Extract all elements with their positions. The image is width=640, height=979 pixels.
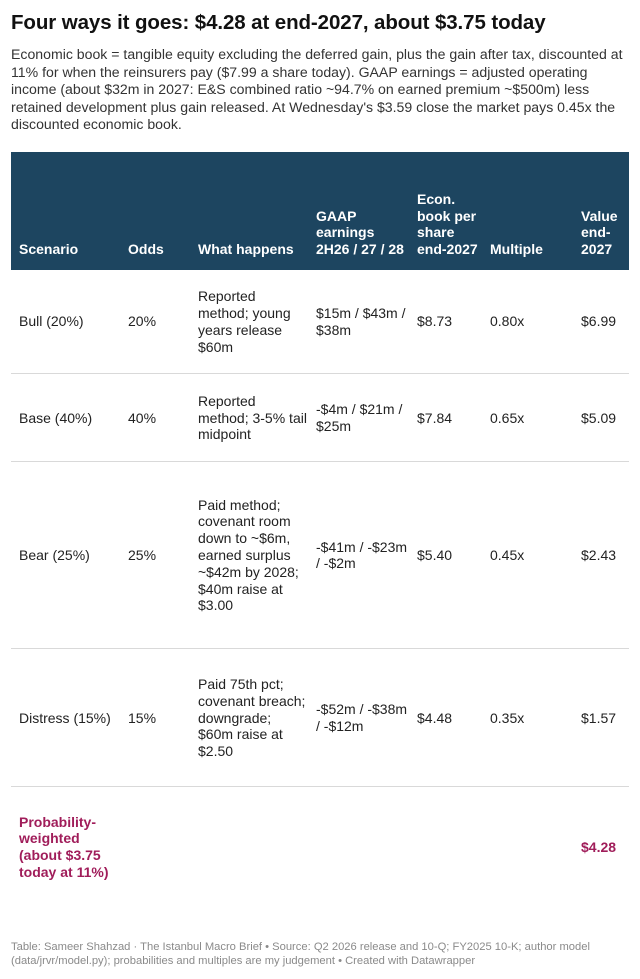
cell-multiple: 0.35x <box>482 648 573 788</box>
source-footer: Table: Sameer Shahzad · The Istanbul Mac… <box>11 941 590 967</box>
cell-value: $1.57 <box>573 648 629 788</box>
cell-total-label: Probability-weighted (about $3.75 today … <box>19 813 109 881</box>
cell-value: $5.09 <box>573 373 629 463</box>
cell-total-value: $4.28 <box>581 838 617 855</box>
cell-empty <box>120 787 190 907</box>
cell-econ-book: $7.84 <box>409 373 482 463</box>
cell-econ-book: $5.40 <box>409 461 482 650</box>
cell-gaap-earnings: $15m / $43m / $38m <box>308 269 409 375</box>
cell-value: $2.43 <box>573 461 629 650</box>
cell-what-happens: Reported method; 3-5% tail midpoint <box>190 373 308 463</box>
table-row: Base (40%) 40% Reported method; 3-5% tai… <box>11 373 629 463</box>
cell-empty <box>482 787 573 907</box>
cell-what-happens: Paid 75th pct; covenant breach; downgrad… <box>190 648 308 788</box>
table-row: Bear (25%) 25% Paid method; covenant roo… <box>11 461 629 650</box>
header-scenario: Scenario <box>19 241 79 258</box>
cell-empty <box>190 787 308 907</box>
page-title: Four ways it goes: $4.28 at end-2027, ab… <box>11 11 546 34</box>
cell-gaap-earnings: -$4m / $21m / $25m <box>308 373 409 463</box>
cell-value: $6.99 <box>573 269 629 375</box>
cell-gaap-earnings: -$52m / -$38m / -$12m <box>308 648 409 788</box>
header-econ-book: Econ. book per share end-2027 <box>417 190 478 258</box>
table-row: Bull (20%) 20% Reported method; young ye… <box>11 269 629 375</box>
cell-empty <box>308 787 409 907</box>
header-what-happens: What happens <box>198 241 294 258</box>
cell-what-happens: Paid method; covenant room down to ~$6m,… <box>190 461 308 650</box>
cell-odds: 15% <box>120 648 190 788</box>
cell-scenario: Base (40%) <box>11 373 120 463</box>
cell-econ-book: $8.73 <box>409 269 482 375</box>
table-row: Distress (15%) 15% Paid 75th pct; covena… <box>11 648 629 788</box>
scenario-table: Scenario Odds What happens GAAP earnings… <box>11 151 629 907</box>
cell-multiple: 0.65x <box>482 373 573 463</box>
cell-econ-book: $4.48 <box>409 648 482 788</box>
subtitle: Economic book = tangible equity excludin… <box>11 46 623 133</box>
total-row: Probability-weighted (about $3.75 today … <box>11 787 629 907</box>
cell-odds: 25% <box>120 461 190 650</box>
cell-gaap-earnings: -$41m / -$23m / -$2m <box>308 461 409 650</box>
header-gaap-earnings: GAAP earnings 2H26 / 27 / 28 <box>316 207 404 258</box>
cell-what-happens: Reported method; young years release $60… <box>190 269 308 375</box>
table-header-row: Scenario Odds What happens GAAP earnings… <box>11 151 629 270</box>
cell-scenario: Bull (20%) <box>11 269 120 375</box>
cell-scenario: Distress (15%) <box>11 648 120 788</box>
cell-odds: 20% <box>120 269 190 375</box>
header-value: Value end-2027 <box>581 207 618 258</box>
cell-scenario: Bear (25%) <box>11 461 120 650</box>
header-odds: Odds <box>128 241 164 258</box>
cell-multiple: 0.80x <box>482 269 573 375</box>
cell-odds: 40% <box>120 373 190 463</box>
cell-empty <box>409 787 482 907</box>
cell-multiple: 0.45x <box>482 461 573 650</box>
header-multiple: Multiple <box>490 241 543 258</box>
